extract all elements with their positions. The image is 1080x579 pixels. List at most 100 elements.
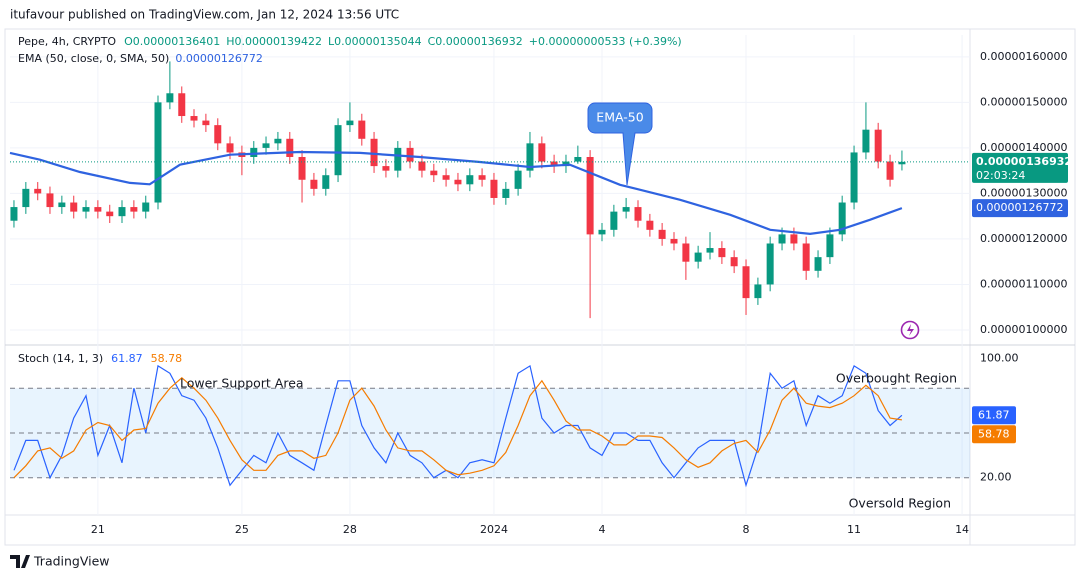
candle-body — [586, 156, 594, 235]
candle-body — [46, 193, 54, 208]
countdown: 02:03:24 — [976, 169, 1025, 182]
y-tick-label: 20.00 — [980, 471, 1012, 484]
frame — [4, 28, 1076, 546]
annotation: Overbought Region — [836, 371, 957, 386]
y-tick-label: 0.00000140000 — [980, 141, 1067, 154]
candle-body — [538, 143, 546, 162]
candle-body — [334, 125, 342, 176]
candle-body — [754, 284, 762, 299]
stoch-legend: Stoch (14, 1, 3) 61.87 58.78 — [18, 352, 182, 365]
stoch-line — [13, 364, 903, 488]
x-tick-label: 4 — [598, 523, 605, 536]
ema-legend: EMA (50, close, 0, SMA, 50) 0.00000126772 — [18, 52, 263, 65]
candle-body — [202, 120, 210, 126]
candle-body — [478, 175, 486, 180]
y-tick-label: 0.00000160000 — [980, 50, 1067, 63]
candle-body — [874, 129, 882, 162]
stoch-value-box — [972, 425, 1016, 444]
ema-price-label: 0.00000126772 — [976, 201, 1063, 214]
candle-body — [370, 138, 378, 167]
candle-body — [262, 143, 270, 148]
candle-body — [802, 243, 810, 271]
candle-body — [490, 179, 498, 198]
candle-body — [406, 147, 414, 162]
candle-body — [634, 207, 642, 221]
candle-body — [34, 188, 42, 194]
candle-body — [154, 102, 162, 203]
ema-line — [9, 150, 903, 236]
brand-name: TradingView — [33, 554, 110, 569]
candle-body — [742, 266, 750, 299]
legend-close: C0.00000136932 — [428, 35, 523, 48]
stoch-value-label: 58.78 — [978, 427, 1010, 440]
x-tick-label: 25 — [235, 523, 249, 536]
candle-body — [826, 234, 834, 258]
candle-body — [226, 143, 234, 153]
candle-body — [574, 156, 582, 162]
candle-body — [166, 93, 174, 103]
candle-body — [766, 243, 774, 285]
y-tick-label: 0.00000150000 — [980, 95, 1067, 108]
candle-body — [82, 207, 90, 212]
stoch-line — [13, 377, 902, 479]
ema-name: EMA (50, close, 0, SMA, 50) — [18, 52, 169, 65]
candle-body — [394, 147, 402, 171]
candle-body — [142, 202, 150, 212]
candle-body — [778, 234, 786, 244]
candle-body — [646, 220, 654, 230]
stoch-name: Stoch (14, 1, 3) — [18, 352, 103, 365]
candle-body — [550, 161, 558, 167]
candle-body — [106, 211, 114, 217]
candle-body — [274, 138, 282, 144]
price-legend: Pepe, 4h, CRYPTO O0.00000136401 H0.0000013… — [18, 35, 682, 48]
candle-body — [790, 234, 798, 244]
watermark-icon — [900, 320, 920, 340]
x-tick-label: 14 — [955, 523, 969, 536]
watermark-bolt — [907, 324, 914, 336]
ema-value: 0.00000126772 — [175, 52, 262, 65]
header-text: itufavour published on TradingView.com, … — [10, 8, 399, 22]
brand-logo — [10, 555, 30, 568]
candle-body — [346, 120, 354, 126]
candle-body — [718, 248, 726, 258]
candle-body — [70, 202, 78, 212]
candle-body — [730, 257, 738, 267]
candle-body — [886, 161, 894, 180]
y-tick-label: 0.00000120000 — [980, 232, 1067, 245]
legend-low: L0.00000135044 — [328, 35, 422, 48]
y-tick-label: 0.00000100000 — [980, 323, 1067, 336]
candle-body — [310, 179, 318, 189]
legend-open: O0.00000136401 — [124, 35, 220, 48]
candle-body — [58, 202, 66, 208]
candle-body — [118, 207, 126, 217]
last-price-box — [972, 152, 1068, 183]
callout-text: EMA-50 — [596, 110, 643, 125]
plot-layer: 21 25 28 2024 4 8 11 14 0.00000100000 0.000001100… — [9, 35, 1072, 536]
candle-body — [418, 161, 426, 171]
annotation: Oversold Region — [849, 496, 951, 511]
x-tick-label: 2024 — [480, 523, 508, 536]
candle-body — [598, 229, 606, 235]
last-price-label: 0.00000136932 — [976, 155, 1072, 168]
candle-body — [670, 238, 678, 244]
x-tick-label: 11 — [847, 523, 861, 536]
callout — [587, 102, 653, 186]
stoch-value-label: 61.87 — [978, 408, 1010, 421]
x-tick-label: 8 — [743, 523, 750, 536]
candle-body — [682, 243, 690, 262]
candle-body — [814, 257, 822, 271]
candle-body — [502, 188, 510, 198]
legend-high: H0.00000139422 — [226, 35, 322, 48]
candle-body — [286, 138, 294, 157]
candle-body — [706, 248, 714, 253]
candle-body — [850, 152, 858, 203]
candle-body — [190, 116, 198, 121]
candle-body — [22, 188, 30, 208]
y-tick-label: 0.00000110000 — [980, 277, 1067, 290]
candle-body — [514, 170, 522, 189]
candle-body — [178, 93, 186, 117]
candle-body — [10, 207, 18, 221]
